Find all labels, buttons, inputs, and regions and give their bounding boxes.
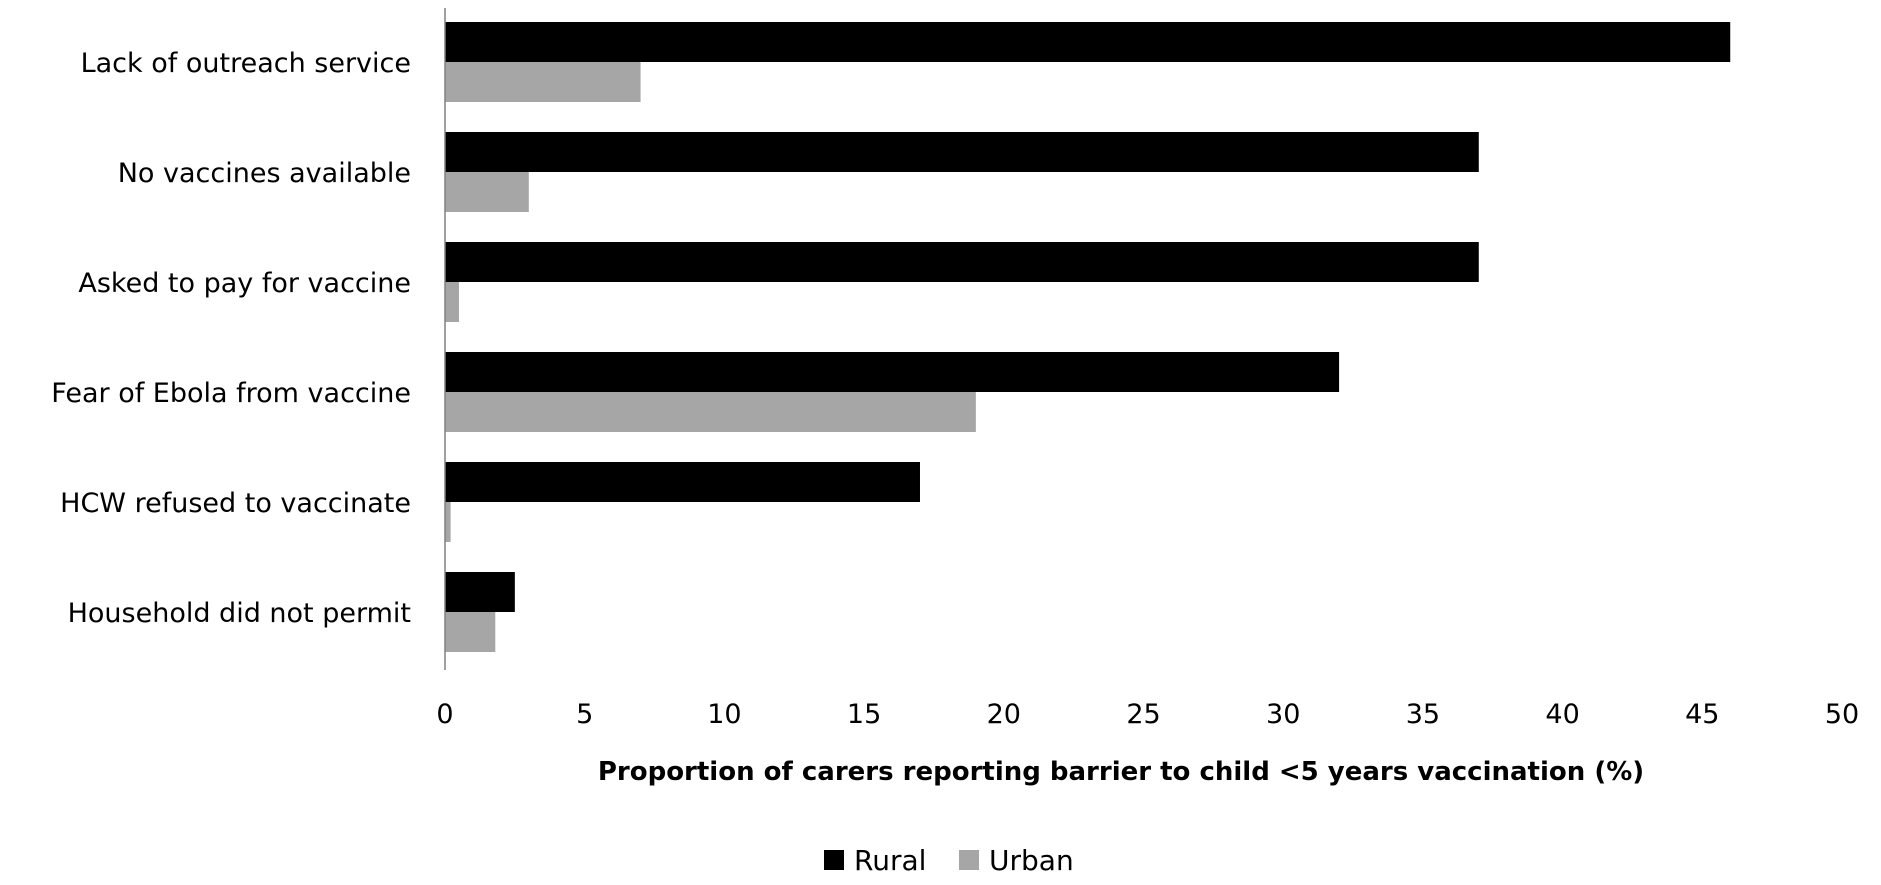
- category-labels: Lack of outreach service No vaccines avai…: [51, 48, 411, 629]
- bar-rural-lack-of-outreach-service: [445, 22, 1731, 62]
- x-axis-title: Proportion of carers reporting barrier t…: [598, 757, 1644, 787]
- bar-rural-household-did-not-permit: [445, 572, 515, 612]
- category-label-asked-to-pay-for-vaccine: Asked to pay for vaccine: [78, 268, 411, 299]
- bar-urban-asked-to-pay-for-vaccine: [445, 282, 459, 322]
- legend-swatch-rural: [824, 850, 844, 870]
- bar-rural-no-vaccines-available: [445, 132, 1479, 172]
- bar-urban-lack-of-outreach-service: [445, 62, 641, 102]
- x-tick-label-25: 25: [1126, 699, 1160, 730]
- x-tick-label-20: 20: [987, 699, 1021, 730]
- category-label-no-vaccines-available: No vaccines available: [118, 158, 411, 189]
- bar-rural-asked-to-pay-for-vaccine: [445, 242, 1479, 282]
- x-tick-label-50: 50: [1825, 699, 1859, 730]
- category-label-lack-of-outreach-service: Lack of outreach service: [81, 48, 411, 79]
- x-tick-label-40: 40: [1545, 699, 1579, 730]
- x-tick-label-45: 45: [1685, 699, 1719, 730]
- bar-urban-hcw-refused-to-vaccinate: [445, 502, 451, 542]
- legend-swatch-urban: [959, 850, 979, 870]
- legend-label-urban: Urban: [989, 844, 1074, 877]
- bar-urban-household-did-not-permit: [445, 612, 496, 652]
- x-tick-label-30: 30: [1266, 699, 1300, 730]
- x-tick-labels: 0 5 10 15 20 25 30 35 40 45 50: [436, 699, 1859, 730]
- bar-rural-hcw-refused-to-vaccinate: [445, 462, 920, 502]
- x-tick-label-0: 0: [436, 699, 453, 730]
- bar-urban-no-vaccines-available: [445, 172, 529, 212]
- bar-urban-fear-of-ebola-from-vaccine: [445, 392, 976, 432]
- x-tick-label-35: 35: [1406, 699, 1440, 730]
- legend-label-rural: Rural: [854, 844, 926, 877]
- category-label-household-did-not-permit: Household did not permit: [68, 598, 411, 629]
- category-label-hcw-refused-to-vaccinate: HCW refused to vaccinate: [60, 488, 411, 519]
- legend: Rural Urban: [824, 844, 1074, 877]
- bars-layer: [445, 22, 1731, 652]
- category-label-fear-of-ebola-from-vaccine: Fear of Ebola from vaccine: [51, 378, 411, 409]
- x-tick-label-15: 15: [847, 699, 881, 730]
- x-tick-label-10: 10: [707, 699, 741, 730]
- bar-rural-fear-of-ebola-from-vaccine: [445, 352, 1340, 392]
- x-tick-label-5: 5: [576, 699, 593, 730]
